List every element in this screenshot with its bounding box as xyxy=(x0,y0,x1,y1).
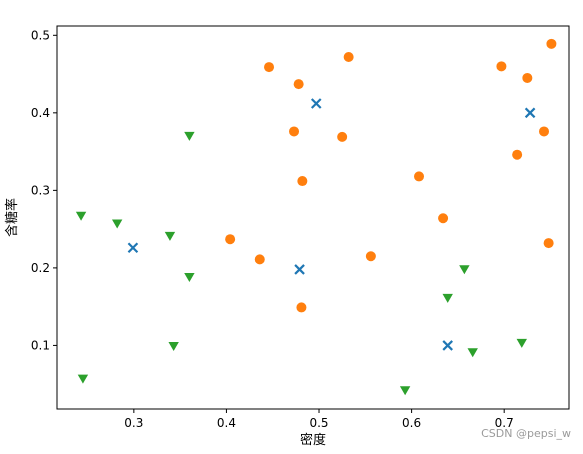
data-point-triangle xyxy=(467,348,478,358)
data-point-triangle xyxy=(164,231,176,241)
data-point-triangle xyxy=(399,386,411,396)
data-point-triangle xyxy=(184,272,195,282)
x-tick-label: 0.6 xyxy=(402,416,421,430)
data-point-circle xyxy=(337,131,348,142)
data-point-triangle xyxy=(111,219,123,229)
data-point-circle xyxy=(539,126,550,137)
data-point-x-marker xyxy=(310,98,322,109)
data-point-circle xyxy=(343,52,354,63)
data-point-circle xyxy=(438,213,449,224)
y-tick-label: 0.5 xyxy=(31,28,50,42)
y-tick-label: 0.3 xyxy=(31,183,50,197)
data-point-circle xyxy=(546,38,557,49)
data-point-triangle xyxy=(516,338,527,348)
x-tick-label: 0.3 xyxy=(124,416,143,430)
marks-layer xyxy=(75,38,557,396)
ticks-layer: 0.3 0.4 0.5 0.6 0.7 0.1 0.2 0.3 0.4 0.5 xyxy=(31,28,514,430)
x-axis-label: 密度 xyxy=(300,432,326,448)
data-point-triangle xyxy=(442,293,453,303)
data-point-circle xyxy=(289,126,300,137)
data-point-circle xyxy=(264,62,275,73)
data-point-x-marker xyxy=(294,264,305,275)
y-tick-label: 0.4 xyxy=(31,106,50,120)
data-point-circle xyxy=(225,234,236,245)
data-point-triangle xyxy=(77,374,89,384)
watermark: CSDN @pepsi_w xyxy=(481,427,571,440)
data-point-triangle xyxy=(459,265,470,275)
data-point-triangle xyxy=(184,131,195,141)
data-point-x-marker xyxy=(442,340,453,351)
x-tick-label: 0.4 xyxy=(217,416,236,430)
data-point-circle xyxy=(254,254,265,265)
data-point-circle xyxy=(293,79,304,90)
y-axis-label: 含糖率 xyxy=(4,198,20,237)
data-point-circle xyxy=(512,149,523,160)
data-point-triangle xyxy=(75,211,87,221)
data-point-circle xyxy=(297,176,308,187)
data-point-circle xyxy=(522,72,533,83)
x-tick-label: 0.7 xyxy=(495,416,514,430)
data-point-triangle xyxy=(168,342,179,352)
y-tick-label: 0.1 xyxy=(31,338,50,352)
data-point-x-marker xyxy=(524,107,536,119)
y-tick-label: 0.2 xyxy=(31,261,50,275)
data-point-circle xyxy=(296,302,307,313)
data-point-x-marker xyxy=(127,242,139,254)
data-point-circle xyxy=(496,61,507,72)
x-tick-label: 0.5 xyxy=(309,416,328,430)
data-point-circle xyxy=(365,251,376,262)
data-point-circle xyxy=(414,171,425,182)
data-point-circle xyxy=(543,238,554,249)
axes-frame xyxy=(56,25,570,410)
